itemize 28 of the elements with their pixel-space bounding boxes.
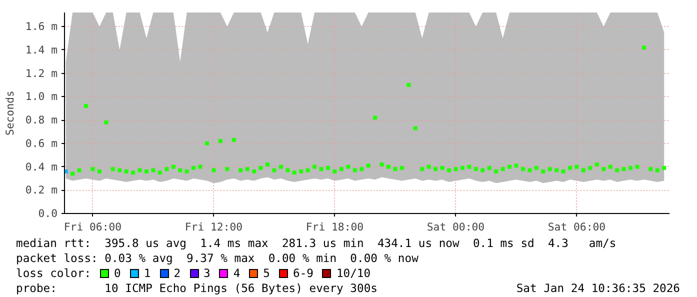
x-tick-label: Sat 00:00: [426, 220, 485, 234]
legend-label: 2: [174, 266, 181, 280]
x-tick-label: Sat 06:00: [548, 220, 606, 234]
y-tick-label: 1.2 m: [25, 66, 58, 80]
legend-label: 3: [204, 266, 210, 280]
x-tick-label: Fri 06:00: [64, 220, 122, 234]
legend-label: 0: [114, 266, 121, 280]
legend-label: 1: [144, 266, 151, 280]
y-tick-label: 1.0 m: [25, 90, 58, 104]
legend-label: 10/10: [336, 266, 371, 280]
text: packet loss: 0.03 % avg 9.37 % max 0.00 % min 0.00 % now: [16, 251, 420, 266]
y-tick-label: 0.8 m: [25, 114, 58, 127]
legend-label: 4: [233, 266, 240, 280]
y-tick-label: 0.4 m: [25, 160, 58, 174]
text: median rtt: 395.8 us avg 1.4 ms max 281.3 us min 434.1 us now 0.1 ms sd 4.3 am/s: [16, 236, 618, 251]
y-axis-title: Seconds: [3, 90, 16, 136]
y-tick-label: 0.6 m: [25, 136, 58, 150]
text: Sat Jan 24 10:36:35 2026: [516, 281, 680, 296]
x-tick-label: Fri 18:00: [306, 220, 364, 234]
legend-label: 6-9: [293, 266, 314, 280]
y-tick-label: 0.2 m: [25, 184, 58, 197]
x-tick-label: Fri 12:00: [184, 220, 243, 234]
y-tick-label: 0.0: [38, 207, 58, 220]
y-tick-label: 1.6 m: [25, 20, 58, 34]
legend-title: loss color:: [16, 266, 92, 280]
y-tick-label: 1.4 m: [25, 43, 58, 56]
legend-label: 5: [263, 266, 270, 280]
text: probe: 10 ICMP Echo Pings (56 Bytes) every 300s: [16, 281, 378, 296]
